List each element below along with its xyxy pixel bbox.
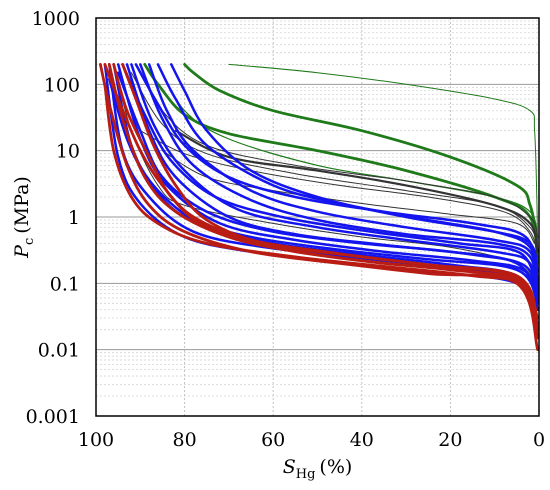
series-line-red-27 — [103, 63, 540, 320]
series-line-black-4 — [174, 129, 539, 253]
x-axis-title: SHg (%) — [283, 456, 353, 482]
series-line-blue-23 — [121, 63, 539, 295]
series-line-blue-13 — [139, 63, 539, 300]
series-line-blue-11 — [156, 63, 539, 285]
x-tick-label: 80 — [173, 429, 197, 451]
y-tick-label: 100 — [44, 74, 80, 96]
y-tick-label: 0.01 — [38, 340, 80, 362]
plot-frame — [95, 17, 540, 417]
y-axis-title: Pc(MPa) — [11, 176, 37, 259]
y-tick-label: 1 — [68, 207, 80, 229]
series-line-blue-19 — [103, 63, 539, 320]
series-line-green-1 — [183, 63, 539, 239]
x-tick-label: 20 — [438, 429, 462, 451]
series-line-blue-10 — [170, 63, 539, 273]
series-line-blue-21 — [134, 63, 539, 280]
series-line-red-28 — [99, 63, 540, 352]
series-line-green-2 — [143, 63, 540, 265]
series-line-blue-20 — [116, 71, 539, 300]
x-tick-label: 0 — [533, 429, 545, 451]
x-tick-label: 100 — [78, 429, 114, 451]
tick-labels: 0.001 0.01 0.1 1 10 100 1000 100 80 60 40 20 0 — [26, 8, 545, 451]
series-line-black-7 — [139, 130, 539, 258]
x-tick-label: 40 — [350, 429, 374, 451]
series-group — [99, 63, 540, 352]
series-line-blue-12 — [147, 63, 539, 292]
series-line-red-29 — [121, 63, 540, 332]
y-tick-label: 10 — [56, 141, 80, 163]
series-line-green-3 — [157, 63, 539, 238]
y-tick-label: 0.001 — [26, 406, 80, 428]
y-tick-label: 0.1 — [50, 273, 80, 295]
series-line-green-0 — [228, 63, 539, 253]
series-line-red-26 — [112, 63, 540, 325]
series-line-blue-14 — [130, 63, 539, 305]
x-tick-label: 60 — [261, 429, 285, 451]
y-tick-label: 1000 — [32, 8, 80, 30]
